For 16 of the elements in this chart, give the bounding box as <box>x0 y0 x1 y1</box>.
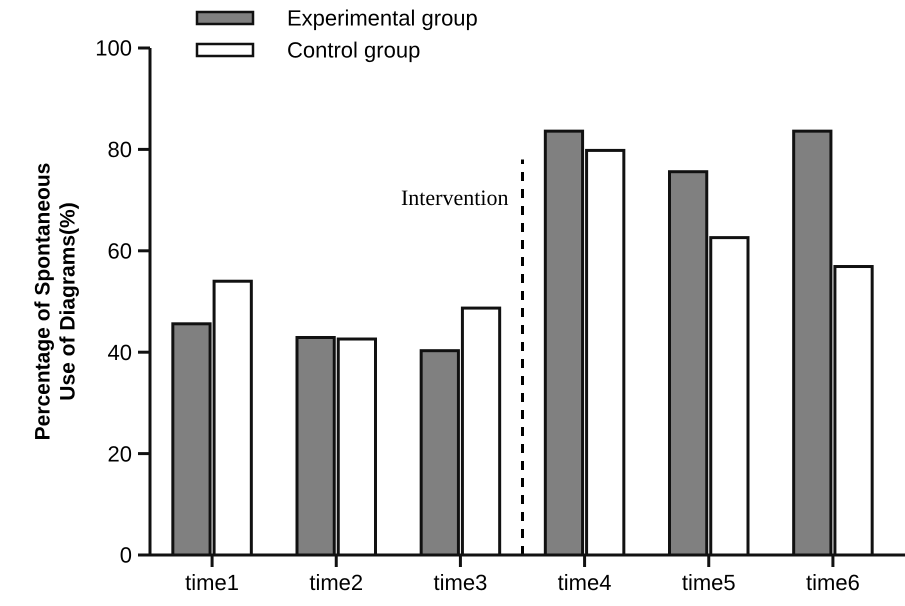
y-tick-label: 60 <box>108 238 132 264</box>
y-tick-label: 0 <box>120 542 132 568</box>
annotation: Intervention <box>400 185 508 210</box>
y-tick-label: 20 <box>108 441 132 466</box>
x-tick-label: time2 <box>309 570 364 595</box>
x-tick-label: time6 <box>806 570 860 595</box>
x-tick-label: time1 <box>185 570 239 595</box>
x-tick-label: time4 <box>558 570 612 595</box>
y-tick-label: 40 <box>108 340 132 365</box>
y-axis-title: Percentage of Spontaneous Use of Diagrams(%) <box>31 162 80 440</box>
legend-label: Experimental group <box>287 6 478 31</box>
y-tick-label: 80 <box>108 137 132 162</box>
x-tick-label: time5 <box>682 570 736 595</box>
y-tick-label: 100 <box>95 36 132 61</box>
x-tick-label: time3 <box>434 570 488 595</box>
legend-label: Control group <box>287 38 420 63</box>
